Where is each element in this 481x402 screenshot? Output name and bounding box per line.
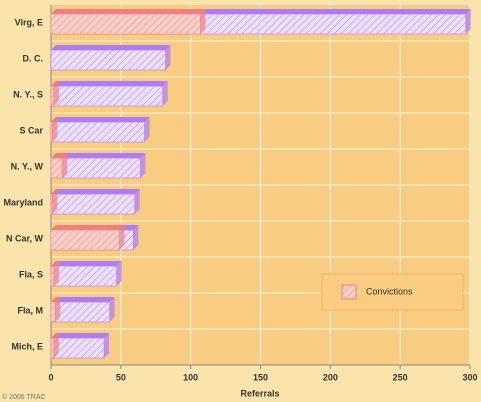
bar	[50, 337, 105, 359]
bar-side	[52, 189, 58, 214]
bar-top	[51, 117, 150, 122]
bar-top	[51, 153, 68, 158]
y-tick-label: N Car, W	[6, 233, 44, 243]
bar-top	[51, 333, 59, 338]
bar-side	[134, 189, 140, 214]
bar-top	[51, 297, 61, 302]
bar-side	[109, 297, 115, 322]
bar-side	[162, 81, 168, 106]
bar	[50, 157, 63, 179]
bar-side	[62, 153, 68, 178]
bar-side	[140, 153, 146, 178]
y-tick-label: Mich, E	[11, 341, 43, 351]
bar-top	[51, 45, 171, 50]
bar	[50, 265, 117, 287]
x-tick-label: 0	[48, 372, 53, 382]
bar	[50, 265, 55, 287]
bar-top	[51, 261, 59, 266]
bar	[50, 49, 166, 71]
bar	[50, 85, 164, 107]
bar-top	[51, 189, 58, 194]
x-axis-label: Referrals	[240, 388, 279, 398]
x-tick-label: 50	[116, 372, 126, 382]
bar	[50, 193, 136, 215]
bar-side	[144, 117, 150, 142]
legend-swatch	[341, 284, 357, 300]
bar	[50, 13, 201, 35]
bar-side	[53, 261, 59, 286]
bar-top	[51, 189, 140, 194]
bar-side	[165, 45, 171, 70]
legend-label: Convictions	[366, 286, 413, 296]
bar-side	[133, 225, 139, 250]
bar	[50, 229, 120, 251]
bar	[50, 121, 145, 143]
x-tick-label: 150	[253, 372, 268, 382]
bar-side	[200, 9, 206, 34]
y-tick-label: N. Y., W	[11, 161, 44, 171]
bar-side	[119, 225, 125, 250]
bar-top	[51, 225, 125, 230]
bar-top	[51, 9, 206, 14]
bar	[50, 121, 53, 143]
bar-top	[51, 153, 146, 158]
bar-side	[465, 9, 471, 34]
bar	[50, 85, 55, 107]
y-tick-label: D. C.	[22, 53, 43, 63]
bar-side	[55, 297, 61, 322]
x-tick-label: 200	[323, 372, 338, 382]
y-tick-label: Fla, S	[19, 269, 43, 279]
y-tick-label: N. Y., S	[13, 89, 43, 99]
bar	[50, 337, 55, 359]
bar-side	[52, 117, 58, 142]
x-tick-label: 100	[183, 372, 198, 382]
source: © 2006 TRAC	[2, 393, 46, 401]
bar-top	[51, 81, 168, 86]
bar-top	[51, 297, 115, 302]
bar-side	[53, 333, 59, 358]
y-tick-label: S Car	[19, 125, 43, 135]
y-tick-label: Fla, M	[17, 305, 43, 315]
bar-side	[104, 333, 110, 358]
y-tick-label: Virg, E	[15, 17, 43, 27]
x-tick-label: 250	[393, 372, 408, 382]
bar-top	[51, 81, 59, 86]
bar-top	[51, 261, 122, 266]
bar	[50, 193, 53, 215]
bar	[50, 301, 56, 323]
x-tick-label: 300	[462, 372, 477, 382]
bar-side	[116, 261, 122, 286]
bar-side	[53, 81, 59, 106]
bar-top	[51, 333, 110, 338]
y-tick-label: Maryland	[3, 197, 43, 207]
bar-top	[51, 117, 58, 122]
